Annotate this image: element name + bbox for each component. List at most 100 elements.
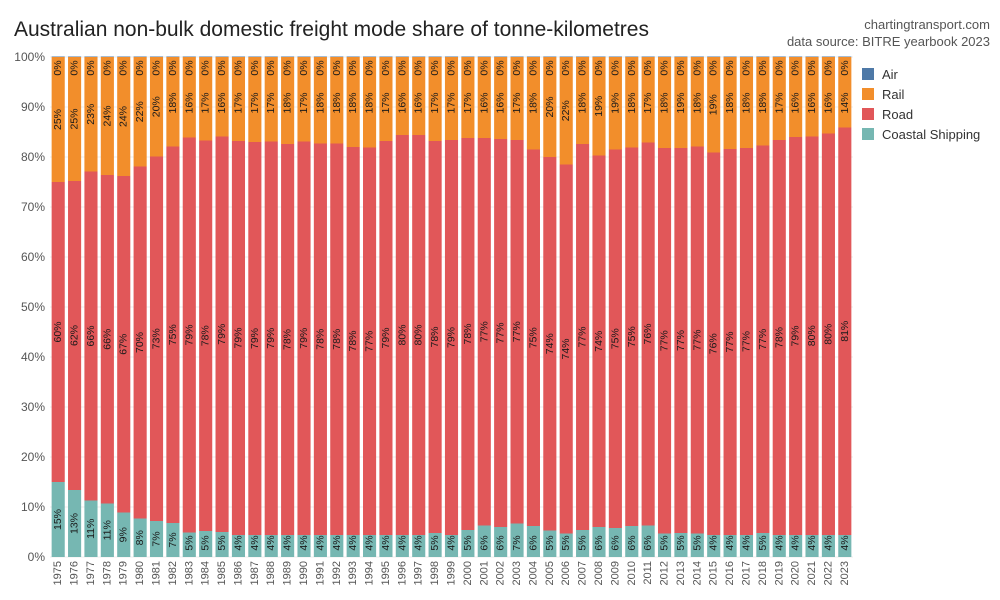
bar-segment-rail[interactable] [690,57,704,147]
bar-segment-rail[interactable] [215,57,229,137]
bar-segment-coastal[interactable] [346,535,360,557]
bar-segment-rail[interactable] [166,57,180,147]
bar-segment-road[interactable] [117,176,131,513]
bar-segment-road[interactable] [543,157,557,531]
bar-segment-coastal[interactable] [838,535,852,557]
bar-segment-air[interactable] [395,56,409,58]
bar-segment-coastal[interactable] [281,535,295,557]
bar-segment-coastal[interactable] [576,530,590,557]
bar-segment-air[interactable] [625,56,639,58]
bar-segment-coastal[interactable] [133,518,147,558]
bar-segment-coastal[interactable] [559,533,573,558]
bar-segment-coastal[interactable] [543,530,557,558]
bar-segment-rail[interactable] [772,57,786,140]
bar-segment-coastal[interactable] [707,535,721,557]
bar-segment-coastal[interactable] [789,535,803,557]
bar-segment-road[interactable] [592,155,606,528]
bar-segment-coastal[interactable] [756,533,770,557]
bar-segment-coastal[interactable] [199,531,213,557]
bar-segment-air[interactable] [444,56,459,58]
bar-segment-road[interactable] [576,144,590,530]
bar-segment-rail[interactable] [838,57,852,128]
bar-segment-road[interactable] [526,149,540,527]
bar-segment-road[interactable] [84,171,98,501]
bar-segment-road[interactable] [133,166,147,519]
bar-segment-road[interactable] [559,164,573,534]
bar-segment-road[interactable] [838,127,852,536]
bar-segment-rail[interactable] [674,57,688,148]
bar-segment-coastal[interactable] [526,526,540,557]
bar-segment-rail[interactable] [494,57,508,139]
bar-segment-coastal[interactable] [68,490,82,557]
bar-segment-road[interactable] [428,141,442,533]
bar-segment-road[interactable] [510,140,524,524]
bar-segment-air[interactable] [805,56,819,58]
bar-segment-air[interactable] [772,56,786,58]
bar-segment-air[interactable] [510,56,524,58]
bar-segment-air[interactable] [657,56,672,58]
bar-segment-coastal[interactable] [805,535,819,557]
bar-segment-air[interactable] [526,56,540,58]
bar-segment-rail[interactable] [641,57,655,143]
bar-segment-coastal[interactable] [412,535,426,557]
bar-segment-coastal[interactable] [494,527,508,557]
bar-segment-air[interactable] [756,56,770,58]
bar-segment-air[interactable] [690,56,704,58]
bar-segment-road[interactable] [690,146,704,534]
bar-segment-air[interactable] [576,56,590,58]
bar-segment-coastal[interactable] [641,525,655,558]
bar-segment-rail[interactable] [330,57,344,144]
bar-segment-rail[interactable] [281,57,295,144]
bar-segment-road[interactable] [248,142,262,535]
bar-segment-road[interactable] [182,137,196,533]
bar-segment-coastal[interactable] [248,535,262,557]
bar-segment-road[interactable] [756,145,770,534]
bar-segment-air[interactable] [412,56,426,58]
bar-segment-rail[interactable] [608,57,622,150]
bar-segment-rail[interactable] [149,57,164,157]
bar-segment-coastal[interactable] [723,535,737,557]
bar-segment-coastal[interactable] [117,512,131,558]
bar-segment-air[interactable] [592,56,606,58]
bar-segment-rail[interactable] [657,57,672,148]
bar-segment-air[interactable] [149,56,164,58]
bar-segment-road[interactable] [674,148,688,533]
bar-segment-rail[interactable] [510,57,524,140]
bar-segment-air[interactable] [117,56,131,58]
bar-segment-coastal[interactable] [625,526,639,557]
bar-segment-air[interactable] [379,56,393,58]
bar-segment-road[interactable] [149,156,164,522]
bar-segment-road[interactable] [395,135,409,535]
bar-segment-coastal[interactable] [166,523,180,557]
bar-segment-coastal[interactable] [739,535,754,557]
bar-segment-rail[interactable] [395,57,409,135]
bar-segment-air[interactable] [707,56,721,58]
legend-item-road[interactable]: Road [862,104,980,124]
bar-segment-rail[interactable] [199,57,213,141]
bar-segment-road[interactable] [330,143,344,536]
bar-segment-road[interactable] [494,139,508,527]
bar-segment-coastal[interactable] [608,528,622,557]
bar-segment-rail[interactable] [363,57,377,148]
bar-segment-air[interactable] [674,56,688,58]
bar-segment-coastal[interactable] [84,500,98,558]
bar-segment-coastal[interactable] [215,532,229,557]
bar-segment-coastal[interactable] [657,533,672,558]
bar-segment-road[interactable] [723,149,737,535]
bar-segment-rail[interactable] [133,57,147,167]
bar-segment-road[interactable] [707,152,721,536]
bar-segment-air[interactable] [363,56,377,58]
bar-segment-coastal[interactable] [690,533,704,558]
bar-segment-air[interactable] [494,56,508,58]
bar-segment-coastal[interactable] [477,525,491,558]
bar-segment-rail[interactable] [805,57,819,137]
bar-segment-coastal[interactable] [100,503,114,558]
bar-segment-rail[interactable] [592,57,606,156]
bar-segment-road[interactable] [477,138,491,526]
legend-item-air[interactable]: Air [862,64,980,84]
bar-segment-rail[interactable] [379,57,393,141]
bar-segment-rail[interactable] [821,57,835,134]
bar-segment-rail[interactable] [248,57,262,142]
bar-segment-air[interactable] [477,56,491,58]
bar-segment-coastal[interactable] [313,535,327,557]
